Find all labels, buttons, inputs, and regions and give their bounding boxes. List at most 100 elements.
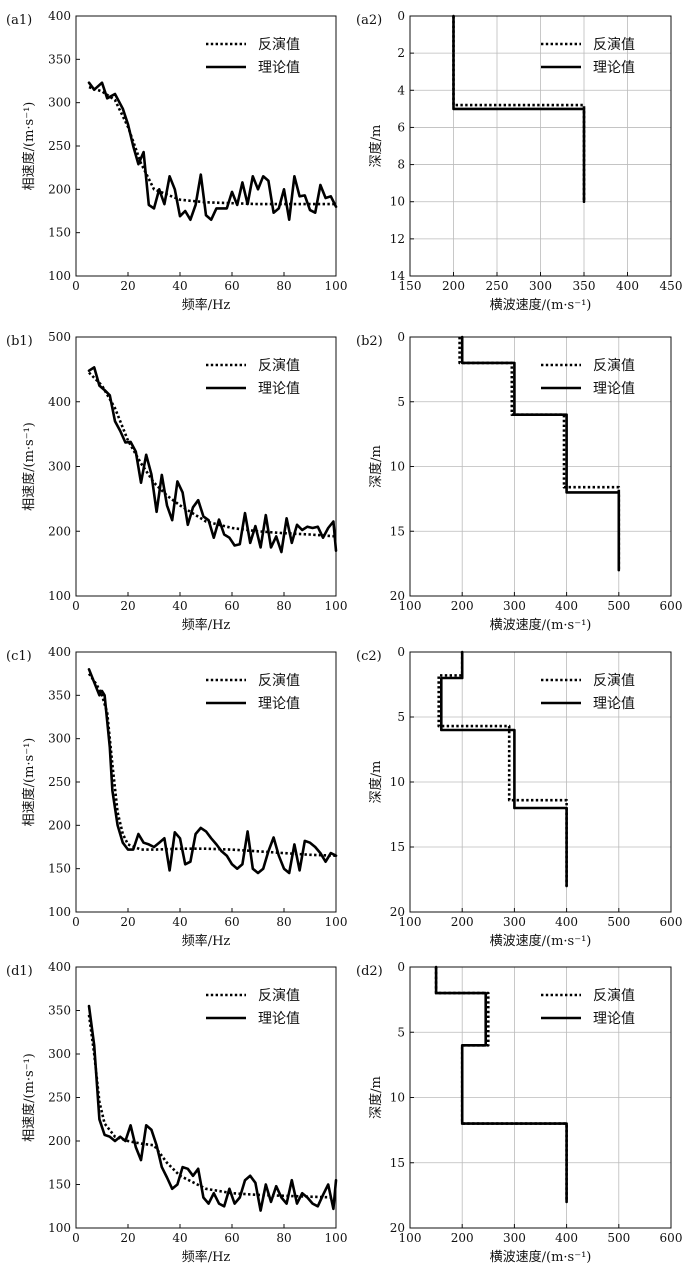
panel-label: (c2) bbox=[356, 649, 382, 664]
y-tick-label: 350 bbox=[48, 52, 71, 66]
y-tick-label: 10 bbox=[390, 1091, 405, 1105]
x-tick-label: 200 bbox=[451, 599, 474, 613]
x-tick-label: 60 bbox=[224, 599, 239, 613]
y-tick-label: 100 bbox=[48, 905, 71, 919]
x-tick-label: 300 bbox=[529, 279, 552, 293]
series-line-theoretical bbox=[87, 667, 338, 875]
legend-label-theoretical: 理论值 bbox=[258, 381, 300, 397]
y-tick-label: 14 bbox=[390, 269, 406, 283]
x-tick-label: 80 bbox=[276, 915, 291, 929]
x-tick-label: 60 bbox=[224, 1231, 239, 1245]
x-tick-label: 200 bbox=[442, 279, 465, 293]
x-tick-label: 80 bbox=[276, 1231, 291, 1245]
panel-c2: 100 200 300 400 500 600 0 5 10 15 20 横波速度/(m·s⁻¹) 深度… bbox=[356, 645, 682, 949]
y-tick-label: 250 bbox=[48, 775, 71, 789]
x-tick-label: 100 bbox=[325, 279, 348, 293]
legend-label-inverted: 反演值 bbox=[258, 358, 300, 374]
legend-label-inverted: 反演值 bbox=[593, 673, 635, 689]
panel-c1: 0 20 40 60 80 100 100 150 200 250 300 350 400 频率/Hz 相速… bbox=[6, 645, 347, 949]
y-tick-label: 20 bbox=[390, 905, 405, 919]
y-axis-label: 深度/m bbox=[368, 125, 384, 168]
series-line-theoretical bbox=[439, 650, 568, 888]
x-tick-label: 80 bbox=[276, 279, 291, 293]
y-tick-label: 150 bbox=[48, 1178, 71, 1192]
series-line-theoretical bbox=[87, 366, 338, 554]
y-tick-label: 100 bbox=[48, 1221, 71, 1235]
series-line-inverted bbox=[87, 1014, 337, 1199]
plot-frame bbox=[75, 651, 337, 913]
series-line-inverted bbox=[88, 371, 337, 538]
x-tick-label: 100 bbox=[399, 599, 422, 613]
y-tick-label: 4 bbox=[397, 83, 405, 97]
series-line-theoretical bbox=[460, 335, 621, 572]
x-tick-label: 100 bbox=[325, 915, 348, 929]
x-tick-label: 300 bbox=[503, 915, 526, 929]
y-tick-label: 10 bbox=[390, 775, 405, 789]
x-tick-label: 150 bbox=[399, 279, 422, 293]
y-tick-label: 400 bbox=[48, 9, 71, 23]
panel-b1: 0 20 40 60 80 100 100 200 300 400 500 频率/Hz 相速度/(m·s… bbox=[6, 330, 347, 633]
y-tick-label: 350 bbox=[48, 688, 71, 702]
x-tick-label: 0 bbox=[72, 915, 80, 929]
panel-d2: 100 200 300 400 500 600 0 5 10 15 20 横波速度/(m·s⁻¹) 深度… bbox=[356, 960, 682, 1265]
x-tick-label: 200 bbox=[451, 915, 474, 929]
y-axis-label: 相速度/(m·s⁻¹) bbox=[21, 1053, 37, 1142]
y-tick-label: 300 bbox=[48, 96, 71, 110]
x-tick-label: 100 bbox=[325, 599, 348, 613]
y-tick-label: 20 bbox=[390, 1221, 405, 1235]
y-tick-label: 300 bbox=[48, 460, 71, 474]
panel-label: (a2) bbox=[356, 13, 382, 28]
x-tick-label: 450 bbox=[660, 279, 683, 293]
plot-frame bbox=[75, 336, 337, 597]
y-axis-label: 相速度/(m·s⁻¹) bbox=[21, 102, 37, 191]
panel-d1: 0 20 40 60 80 100 100 150 200 250 300 350 400 频率/Hz 相速… bbox=[6, 960, 347, 1265]
x-tick-label: 20 bbox=[120, 599, 135, 613]
series-line-theoretical bbox=[87, 1004, 338, 1212]
y-tick-label: 100 bbox=[48, 269, 71, 283]
y-tick-label: 400 bbox=[48, 960, 71, 974]
legend-label-theoretical: 理论值 bbox=[593, 1011, 635, 1027]
x-axis-label: 频率/Hz bbox=[182, 297, 231, 313]
y-tick-label: 300 bbox=[48, 732, 71, 746]
x-axis-label: 频率/Hz bbox=[182, 617, 231, 633]
y-tick-label: 300 bbox=[48, 1047, 71, 1061]
x-axis-label: 横波速度/(m·s⁻¹) bbox=[490, 933, 592, 949]
y-tick-label: 150 bbox=[48, 226, 71, 240]
panel-a1: 0 20 40 60 80 100 100 150 200 250 300 350 400 频率/Hz 相速… bbox=[6, 9, 347, 313]
y-tick-label: 200 bbox=[48, 182, 71, 196]
y-tick-label: 15 bbox=[390, 524, 405, 538]
y-tick-label: 20 bbox=[390, 589, 405, 603]
x-tick-label: 400 bbox=[616, 279, 639, 293]
x-tick-label: 40 bbox=[172, 279, 187, 293]
x-tick-label: 200 bbox=[451, 1231, 474, 1245]
x-tick-label: 600 bbox=[660, 1231, 683, 1245]
y-tick-label: 0 bbox=[397, 9, 405, 23]
y-tick-label: 6 bbox=[397, 120, 405, 134]
y-tick-label: 8 bbox=[397, 158, 405, 172]
y-tick-label: 400 bbox=[48, 645, 71, 659]
x-tick-label: 600 bbox=[660, 599, 683, 613]
series-line-theoretical bbox=[87, 81, 338, 221]
y-tick-label: 10 bbox=[390, 195, 405, 209]
legend-label-inverted: 反演值 bbox=[593, 988, 635, 1004]
y-tick-label: 5 bbox=[397, 395, 405, 409]
x-tick-label: 40 bbox=[172, 599, 187, 613]
x-tick-label: 300 bbox=[503, 1231, 526, 1245]
y-axis-label: 相速度/(m·s⁻¹) bbox=[21, 422, 37, 511]
x-tick-label: 500 bbox=[607, 1231, 630, 1245]
y-axis-label: 深度/m bbox=[368, 1076, 384, 1119]
x-tick-label: 0 bbox=[72, 599, 80, 613]
x-axis-label: 横波速度/(m·s⁻¹) bbox=[490, 617, 592, 633]
x-tick-label: 20 bbox=[120, 915, 135, 929]
y-tick-label: 12 bbox=[390, 232, 405, 246]
x-tick-label: 100 bbox=[399, 915, 422, 929]
y-tick-label: 10 bbox=[390, 460, 405, 474]
